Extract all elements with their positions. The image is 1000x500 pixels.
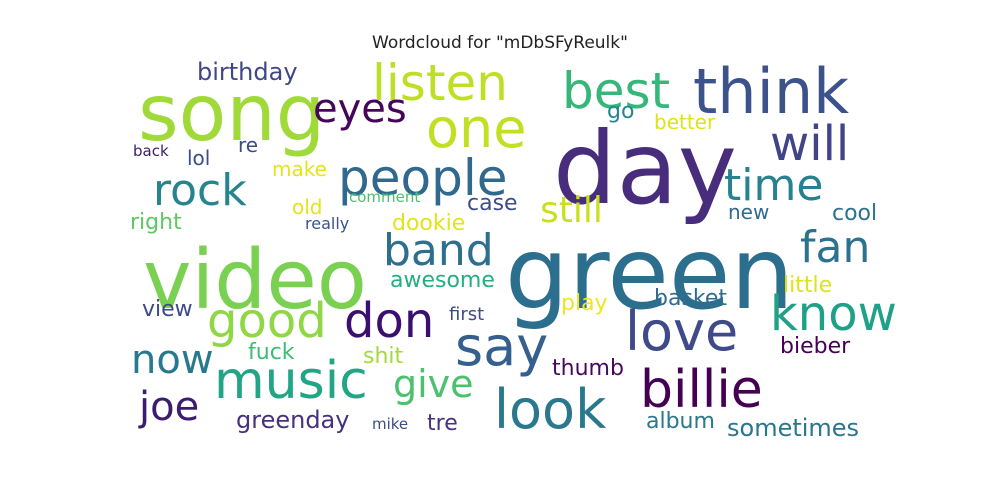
word-right: right bbox=[130, 210, 182, 235]
word-case: case bbox=[467, 191, 518, 216]
word-song: song bbox=[138, 69, 325, 159]
word-look: look bbox=[494, 378, 607, 441]
word-good: good bbox=[207, 293, 327, 349]
word-old: old bbox=[292, 195, 323, 219]
word-will: will bbox=[770, 116, 849, 172]
word-joe: joe bbox=[138, 384, 199, 430]
word-re: re bbox=[238, 133, 258, 157]
word-greenday: greenday bbox=[236, 406, 349, 434]
word-view: view bbox=[142, 297, 193, 322]
word-basket: basket bbox=[654, 286, 727, 311]
word-album: album bbox=[646, 409, 715, 434]
word-know: know bbox=[770, 286, 897, 342]
word-video: video bbox=[143, 233, 367, 328]
word-awesome: awesome bbox=[390, 268, 495, 293]
word-time: time bbox=[724, 160, 823, 211]
word-day: day bbox=[553, 110, 737, 227]
word-say: say bbox=[455, 315, 548, 378]
word-green: green bbox=[505, 215, 794, 332]
word-band: band bbox=[383, 225, 494, 276]
word-don: don bbox=[344, 293, 434, 349]
word-still: still bbox=[540, 190, 603, 231]
word-best: best bbox=[562, 62, 670, 120]
word-comment: comment bbox=[349, 188, 420, 206]
word-dookie: dookie bbox=[392, 211, 465, 236]
word-people: people bbox=[338, 149, 507, 207]
word-give: give bbox=[393, 362, 474, 406]
word-think: think bbox=[693, 55, 849, 128]
word-mike: mike bbox=[372, 415, 408, 433]
word-new: new bbox=[728, 200, 769, 224]
word-make: make bbox=[272, 157, 327, 181]
word-cool: cool bbox=[832, 201, 877, 226]
word-fuck: fuck bbox=[248, 340, 295, 365]
word-fan: fan bbox=[800, 222, 870, 273]
word-one: one bbox=[426, 97, 527, 160]
word-bieber: bieber bbox=[780, 334, 851, 359]
word-music: music bbox=[214, 351, 368, 411]
word-birthday: birthday bbox=[197, 58, 298, 86]
word-rock: rock bbox=[153, 165, 247, 216]
word-lol: lol bbox=[187, 146, 210, 170]
word-better: better bbox=[654, 110, 716, 134]
word-billie: billie bbox=[640, 360, 763, 420]
word-eyes: eyes bbox=[313, 86, 407, 132]
word-really: really bbox=[305, 214, 349, 233]
word-sometimes: sometimes bbox=[727, 414, 859, 442]
word-little: little bbox=[783, 273, 832, 298]
word-back: back bbox=[133, 142, 169, 160]
word-tre: tre bbox=[427, 411, 458, 436]
word-play: play bbox=[561, 291, 608, 316]
word-now: now bbox=[131, 337, 214, 383]
chart-title: Wordcloud for "mDbSFyReulk" bbox=[372, 33, 628, 53]
word-listen: listen bbox=[372, 54, 508, 112]
word-love: love bbox=[625, 300, 738, 363]
word-thumb: thumb bbox=[552, 356, 624, 381]
word-go: go bbox=[607, 99, 634, 124]
word-shit: shit bbox=[363, 344, 404, 369]
word-first: first bbox=[449, 304, 484, 325]
